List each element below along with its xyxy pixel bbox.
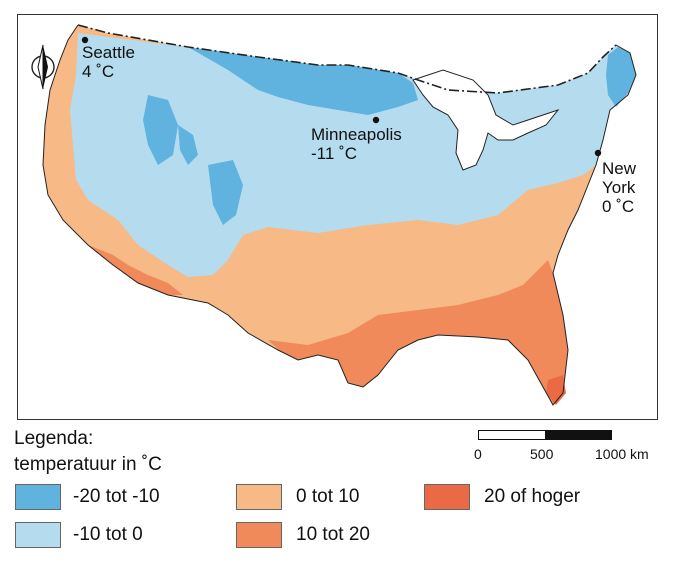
city-dot-new-york [594, 149, 602, 157]
legend-label-0: 0 tot 10 [296, 486, 360, 507]
scale-bar-black-segment [545, 431, 612, 439]
scale-label-0: 0 [474, 446, 482, 462]
legend-swatch-0 [236, 484, 282, 510]
legend-label-min10: -10 tot 0 [73, 524, 143, 545]
zone-10-tot-20-west [88, 245, 183, 295]
zone-min10-tot-0 [70, 33, 636, 277]
legend-swatch-min10 [15, 522, 61, 548]
zone-10-tot-20-south [268, 260, 568, 405]
city-dot-minneapolis [372, 116, 380, 124]
zone-min20-tot-min10-rockies-2 [208, 160, 243, 225]
zone-min20-tot-min10-north [188, 47, 418, 115]
city-temp: -11 ˚C [311, 144, 357, 163]
legend-title: Legenda: [14, 428, 94, 449]
map-frame: Seattle 4 ˚C Minneapolis -11 ˚C New York… [17, 14, 658, 420]
legend-swatch-20 [424, 484, 470, 510]
city-name-2: York [602, 178, 636, 197]
legend-swatch-min20 [15, 484, 61, 510]
zone-min20-tot-min10-rockies-1 [143, 95, 178, 165]
city-name: Minneapolis [311, 125, 402, 144]
city-label-minneapolis: Minneapolis -11 ˚C [311, 125, 402, 163]
zone-20-of-hoger [546, 375, 566, 405]
city-label-seattle: Seattle 4 ˚C [82, 43, 135, 81]
legend-label-20: 20 of hoger [484, 486, 581, 507]
legend-label-min20: -20 tot -10 [73, 486, 160, 507]
scale-bar-white-segment [479, 431, 545, 439]
city-name: Seattle [82, 43, 135, 62]
legend-label-10: 10 tot 20 [296, 524, 370, 545]
legend-subtitle: temperatuur in ˚C [14, 454, 162, 475]
city-label-new-york: New York 0 ˚C [602, 159, 636, 216]
temperature-map [31, 24, 637, 406]
scale-label-1000: 1000 km [595, 446, 649, 462]
scale-bar [478, 430, 612, 440]
city-temp: 4 ˚C [82, 62, 115, 81]
compass-north-arrow [31, 44, 55, 90]
coast-outline [42, 24, 637, 406]
scale-label-500: 500 [530, 446, 554, 462]
legend-swatch-10 [236, 522, 282, 548]
city-dot-seattle [81, 36, 89, 44]
city-name: New [602, 159, 637, 178]
zone-min20-tot-min10-northeast [606, 47, 636, 107]
great-lakes [412, 69, 560, 171]
zone-min20-tot-min10-rockies-3 [178, 125, 198, 165]
city-temp: 0 ˚C [602, 197, 635, 216]
